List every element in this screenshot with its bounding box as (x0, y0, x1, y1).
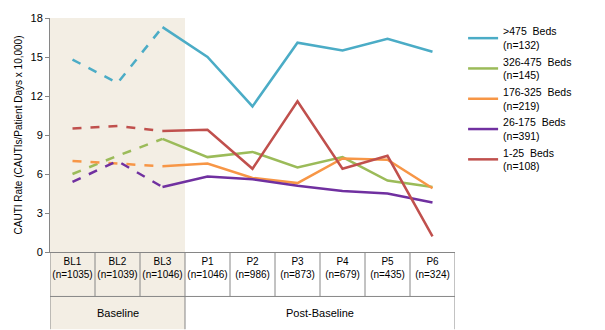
svg-text:12: 12 (31, 90, 43, 102)
svg-text:Baseline: Baseline (97, 307, 139, 319)
svg-text:3: 3 (37, 207, 43, 219)
svg-text:>475 Beds(n=132): >475 Beds(n=132) (503, 25, 556, 51)
svg-text:BL1(n=1035): BL1(n=1035) (52, 256, 92, 280)
svg-text:P3(n=873): P3(n=873) (280, 256, 315, 280)
svg-text:18: 18 (31, 12, 43, 24)
svg-text:26-175 Beds(n=391): 26-175 Beds(n=391) (503, 116, 565, 142)
svg-text:0: 0 (37, 246, 43, 258)
svg-text:P5(n=435): P5(n=435) (370, 256, 405, 280)
svg-text:Post-Baseline: Post-Baseline (286, 307, 354, 319)
svg-text:P1(n=1046): P1(n=1046) (187, 256, 227, 280)
svg-text:15: 15 (31, 51, 43, 63)
svg-text:BL2(n=1039): BL2(n=1039) (97, 256, 137, 280)
svg-text:P6(n=324): P6(n=324) (415, 256, 450, 280)
svg-text:176-325 Beds(n=219): 176-325 Beds(n=219) (503, 86, 571, 112)
svg-text:P4(n=679): P4(n=679) (325, 256, 360, 280)
svg-text:9: 9 (37, 129, 43, 141)
svg-text:6: 6 (37, 168, 43, 180)
svg-text:326-475 Beds(n=145): 326-475 Beds(n=145) (503, 56, 571, 82)
svg-text:CAUTI Rate (CAUTIs/Patient Day: CAUTI Rate (CAUTIs/Patient Days x 10,000… (13, 36, 24, 235)
svg-text:P2(n=986): P2(n=986) (235, 256, 270, 280)
svg-text:BL3(n=1046): BL3(n=1046) (142, 256, 182, 280)
svg-text:1-25 Beds(n=108): 1-25 Beds(n=108) (503, 147, 554, 173)
